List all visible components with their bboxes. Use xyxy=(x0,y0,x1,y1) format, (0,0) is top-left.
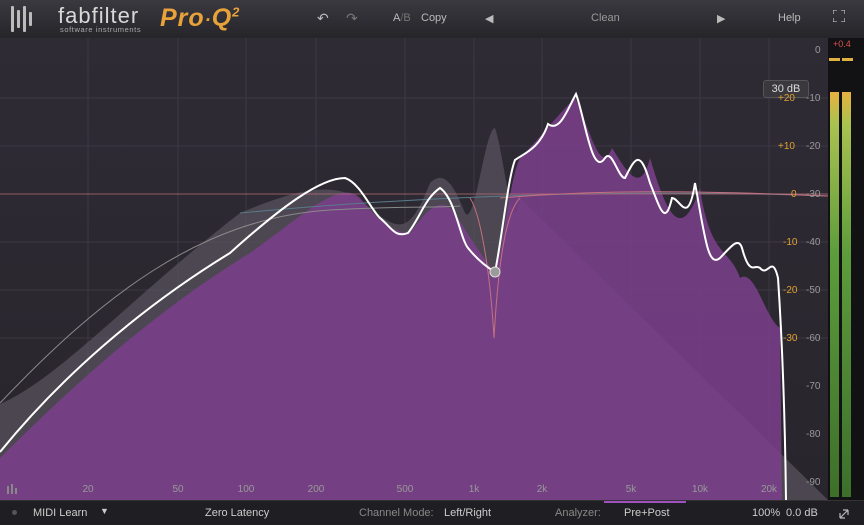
resize-handle-icon[interactable] xyxy=(838,507,850,525)
meter-peak-indicator xyxy=(829,58,840,61)
channel-mode-selector[interactable]: Left/Right xyxy=(444,507,492,519)
help-button[interactable]: Help xyxy=(778,12,801,24)
product-word: Pro xyxy=(160,4,205,32)
ab-b: B xyxy=(403,12,411,24)
zoom-level[interactable]: 100% xyxy=(752,507,781,519)
meter-bar-left xyxy=(830,92,839,497)
product-q: Q xyxy=(211,4,233,32)
ab-toggle[interactable]: A/B xyxy=(393,12,411,24)
gain-label: -30 xyxy=(783,333,798,344)
triangle-left-icon[interactable]: ◀ xyxy=(485,13,494,25)
channel-mode-label: Channel Mode: xyxy=(359,507,434,519)
eq-graph-svg[interactable] xyxy=(0,38,828,500)
midi-learn-button[interactable]: MIDI Learn xyxy=(33,507,88,519)
spectrum-label: -30 xyxy=(806,189,821,200)
frequency-label: 2k xyxy=(536,484,548,495)
bottom-bar: MIDI Learn ▼ Zero Latency Channel Mode: … xyxy=(0,500,864,525)
analyzer-label: Analyzer: xyxy=(555,507,601,519)
product-version: 2 xyxy=(232,4,241,20)
spectrum-label: -70 xyxy=(806,381,821,392)
fullscreen-icon[interactable] xyxy=(832,9,846,25)
meter-peak-label: +0.4 xyxy=(833,39,851,49)
frequency-label: 10k xyxy=(691,484,709,495)
frequency-label: 20 xyxy=(82,484,94,495)
spectrum-label: -80 xyxy=(806,429,821,440)
midi-indicator-icon xyxy=(12,510,17,515)
frequency-label: 100 xyxy=(237,484,255,495)
spectrum-label: -60 xyxy=(806,333,821,344)
gain-label: -10 xyxy=(783,237,798,248)
gain-label: +20 xyxy=(778,93,795,104)
redo-icon[interactable]: ↷ xyxy=(346,10,358,26)
spectrum-label: -10 xyxy=(806,93,821,104)
undo-icon[interactable]: ↶ xyxy=(317,10,329,26)
product-name: Pro·Q2 xyxy=(160,4,240,33)
range-badge[interactable]: 30 dB xyxy=(763,80,809,98)
eq-curve xyxy=(0,91,787,500)
spectrum-label: -40 xyxy=(806,237,821,248)
gain-label: -20 xyxy=(783,285,798,296)
meter-bar-right xyxy=(842,92,851,497)
product-separator: · xyxy=(204,10,212,30)
latency-selector[interactable]: Zero Latency xyxy=(205,507,270,519)
post-analyzer-spectrum xyxy=(0,98,782,500)
analyzer-bars-icon xyxy=(7,484,17,494)
output-gain[interactable]: 0.0 dB xyxy=(786,507,818,519)
spectrum-label: -90 xyxy=(806,477,821,488)
preset-name[interactable]: Clean xyxy=(591,12,620,24)
band-curve-notch xyxy=(469,197,521,339)
ab-a: A xyxy=(393,12,401,24)
frequency-label: 5k xyxy=(625,484,637,495)
brand-name: fabfilter xyxy=(58,3,140,28)
frequency-label: 200 xyxy=(307,484,325,495)
meter-peak-indicator xyxy=(842,58,853,61)
gain-label: 0 xyxy=(791,189,797,200)
eq-display[interactable]: 30 dB +20 +10 0 -10 -20 -30 0 -10 -20 -3… xyxy=(0,38,828,500)
spectrum-label: -50 xyxy=(806,285,821,296)
band-handle xyxy=(489,266,501,278)
gain-label: +10 xyxy=(778,141,795,152)
analyzer-selector[interactable]: Pre+Post xyxy=(624,507,670,519)
frequency-label: 500 xyxy=(396,484,414,495)
chevron-down-icon[interactable]: ▼ xyxy=(100,506,109,516)
copy-button[interactable]: Copy xyxy=(421,12,447,24)
analyzer-active-indicator xyxy=(604,501,686,503)
frequency-label: 1k xyxy=(468,484,480,495)
spectrum-label: 0 xyxy=(815,45,821,56)
top-bar: fabfilter software instruments Pro·Q2 ↶ … xyxy=(0,0,864,39)
fabfilter-logo-icon xyxy=(11,6,33,32)
brand-subtitle: software instruments xyxy=(60,25,142,34)
spectrum-label: -20 xyxy=(806,141,821,152)
triangle-right-icon[interactable]: ▶ xyxy=(717,13,726,25)
level-meter: +0.4 xyxy=(828,38,864,500)
frequency-label: 50 xyxy=(172,484,184,495)
frequency-label: 20k xyxy=(760,484,778,495)
